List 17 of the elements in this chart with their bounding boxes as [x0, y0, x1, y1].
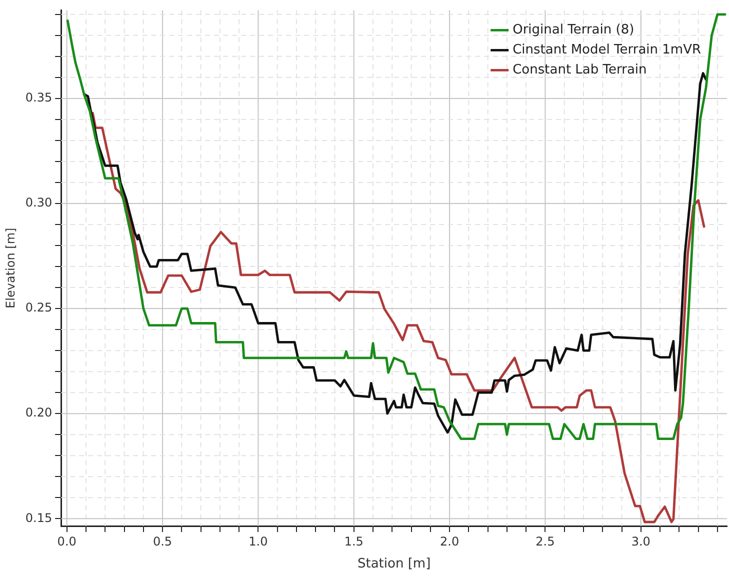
legend-label: Original Terrain (8) — [512, 22, 634, 38]
y-tick-label: 0.30 — [25, 196, 52, 210]
x-tick-label: 2.5 — [536, 534, 555, 548]
y-tick-label: 0.35 — [25, 90, 52, 105]
x-tick-label: 1.0 — [248, 534, 268, 548]
x-tick-label: 0.0 — [57, 534, 76, 548]
y-tick-label: 0.25 — [25, 300, 52, 315]
y-axis-title: Elevation [m] — [3, 228, 18, 308]
x-tick-label: 0.5 — [152, 534, 172, 548]
x-tick-label: 2.0 — [440, 534, 460, 548]
y-tick-label: 0.15 — [25, 510, 52, 525]
legend-label: Constant Lab Terrain — [512, 62, 647, 78]
x-axis-title: Station [m] — [357, 556, 431, 572]
y-tick-label: 0.20 — [25, 406, 52, 420]
x-tick-label: 3.0 — [631, 534, 650, 548]
legend-label: Cinstant Model Terrain 1mVR — [512, 42, 702, 58]
x-tick-label: 1.5 — [344, 534, 364, 548]
